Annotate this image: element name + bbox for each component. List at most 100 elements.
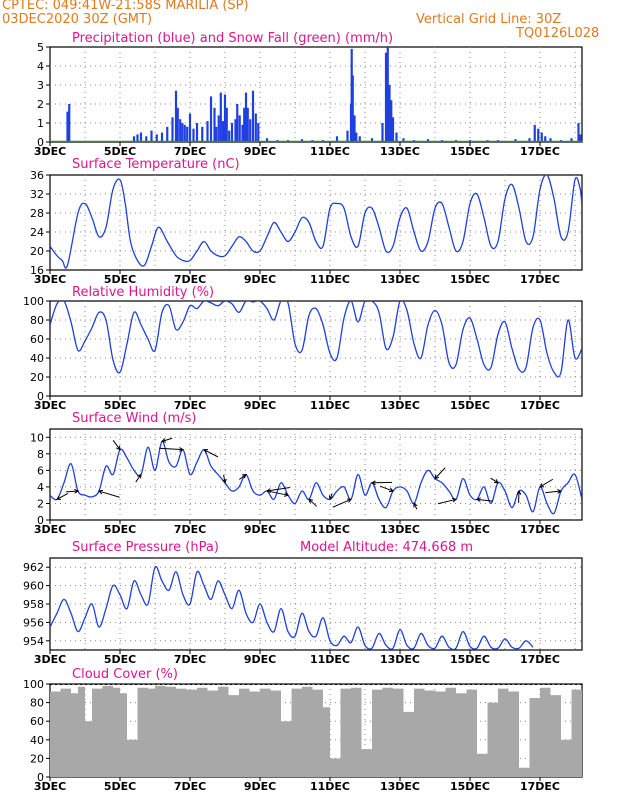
- precip-bar: [145, 136, 148, 142]
- wind-arrow-head: [328, 495, 334, 501]
- x-tick-label: 11DEC: [310, 145, 350, 158]
- wind-arrow-head: [241, 473, 247, 479]
- x-tick-label: 5DEC: [104, 399, 136, 412]
- y-tick-label: 962: [23, 561, 44, 574]
- y-tick-label: 8: [37, 448, 44, 461]
- precip-bar: [390, 100, 393, 142]
- wind-arrow: [161, 437, 173, 442]
- panel-precip: Precipitation (blue) and Snow Fall (gree…: [34, 31, 583, 158]
- precip-bar: [188, 113, 192, 142]
- precip-bar: [241, 124, 244, 142]
- wind-arrow: [545, 490, 562, 494]
- humidity-line: [50, 301, 582, 378]
- wind-arrow: [581, 499, 582, 500]
- x-tick-label: 15DEC: [450, 780, 490, 793]
- y-tick-label: 40: [30, 352, 44, 365]
- wind-arrow-head: [370, 480, 376, 486]
- wind-arrow-head: [137, 473, 142, 479]
- panel-annotation: Model Altitude: 474.668 m: [300, 540, 473, 555]
- precip-bar: [217, 115, 220, 142]
- y-tick-label: 2: [37, 98, 44, 111]
- y-tick-label: 0: [37, 771, 44, 784]
- precip-bar: [174, 90, 178, 142]
- x-tick-label: 15DEC: [450, 399, 490, 412]
- x-tick-label: 17DEC: [520, 399, 560, 412]
- plot-frame: [49, 46, 583, 143]
- wind-arrow: [329, 493, 333, 500]
- wind-arrow-head: [203, 449, 209, 454]
- precip-bar: [388, 85, 391, 142]
- precip-bar: [579, 134, 582, 142]
- panel-pressure: Surface Pressure (hPa) Model Altitude: 47…: [23, 540, 583, 666]
- wind-arrow-head: [98, 489, 104, 495]
- x-tick-label: 11DEC: [310, 780, 350, 793]
- y-tick-label: 24: [30, 226, 44, 239]
- wind-arrow: [203, 449, 219, 458]
- precip-bar: [391, 117, 395, 142]
- x-tick-label: 11DEC: [310, 523, 350, 536]
- plot-area: [50, 301, 582, 378]
- x-tick-label: 15DEC: [450, 145, 490, 158]
- wind-arrow: [476, 498, 493, 502]
- plot-frame: [49, 174, 583, 271]
- wind-arrow-head: [222, 478, 227, 484]
- wind-arrow: [56, 493, 69, 500]
- panel-temperature: Surface Temperature (nC) 3DEC 5DEC 7DEC 9DEC…: [30, 157, 583, 286]
- x-tick-label: 3DEC: [34, 145, 66, 158]
- precip-bar: [179, 119, 182, 142]
- panel-title: Surface Pressure (hPa): [72, 540, 219, 555]
- precip-bar: [243, 107, 246, 142]
- wind-arrow-head: [161, 438, 167, 443]
- x-tick-label: 11DEC: [310, 273, 350, 286]
- x-tick-label: 17DEC: [520, 273, 560, 286]
- wind-arrow-head: [413, 502, 418, 508]
- y-tick-label: 0: [37, 390, 44, 403]
- wind-arrow-head: [74, 488, 80, 494]
- wind-arrow: [223, 474, 226, 483]
- wind-arrow: [266, 487, 291, 492]
- y-tick-label: 6: [37, 464, 44, 477]
- y-tick-label: 3: [37, 79, 44, 92]
- wind-arrow-head: [308, 498, 314, 504]
- x-tick-label: 3DEC: [34, 273, 66, 286]
- precip-bar: [238, 115, 241, 142]
- plot-area: [50, 175, 582, 269]
- y-tick-label: 100: [23, 678, 44, 691]
- plot-area: [50, 684, 582, 777]
- x-tick-label: 7DEC: [174, 523, 206, 536]
- precip-bar: [249, 119, 252, 142]
- y-tick-label: 1: [37, 117, 44, 130]
- x-tick-label: 13DEC: [380, 653, 420, 666]
- x-tick-label: 15DEC: [450, 523, 490, 536]
- wind-arrow: [308, 498, 318, 507]
- x-tick-label: 11DEC: [310, 399, 350, 412]
- wind-arrow: [269, 490, 289, 496]
- precip-bar: [384, 52, 388, 142]
- wind-arrow: [490, 477, 499, 484]
- cloud-area: [50, 685, 582, 777]
- y-tick-label: 20: [30, 245, 44, 258]
- x-tick-label: 5DEC: [104, 273, 136, 286]
- precip-bar: [186, 126, 189, 142]
- panel-title: Cloud Cover (%): [72, 667, 178, 682]
- precip-bar: [228, 130, 231, 142]
- wind-arrow: [238, 474, 247, 480]
- precip-bar: [351, 75, 354, 142]
- precip-bar: [219, 92, 222, 142]
- wind-arrow-head: [179, 447, 185, 452]
- panel-title: Relative Humidity (%): [72, 285, 214, 300]
- wind-arrow: [159, 447, 184, 451]
- x-tick-label: 13DEC: [380, 523, 420, 536]
- wind-arrow-head: [493, 479, 499, 484]
- y-tick-label: 60: [30, 715, 44, 728]
- y-tick-label: 36: [30, 169, 44, 182]
- precip-bar: [358, 136, 361, 142]
- precip-bar: [353, 115, 356, 142]
- header-grid-info: Vertical Grid Line: 30Z: [416, 12, 562, 27]
- y-tick-label: 20: [30, 371, 44, 384]
- precip-bar: [577, 123, 580, 142]
- panel-title: Surface Temperature (nC): [72, 157, 240, 172]
- precip-bar: [192, 128, 195, 142]
- x-tick-label: 5DEC: [104, 780, 136, 793]
- precip-bar: [370, 138, 374, 142]
